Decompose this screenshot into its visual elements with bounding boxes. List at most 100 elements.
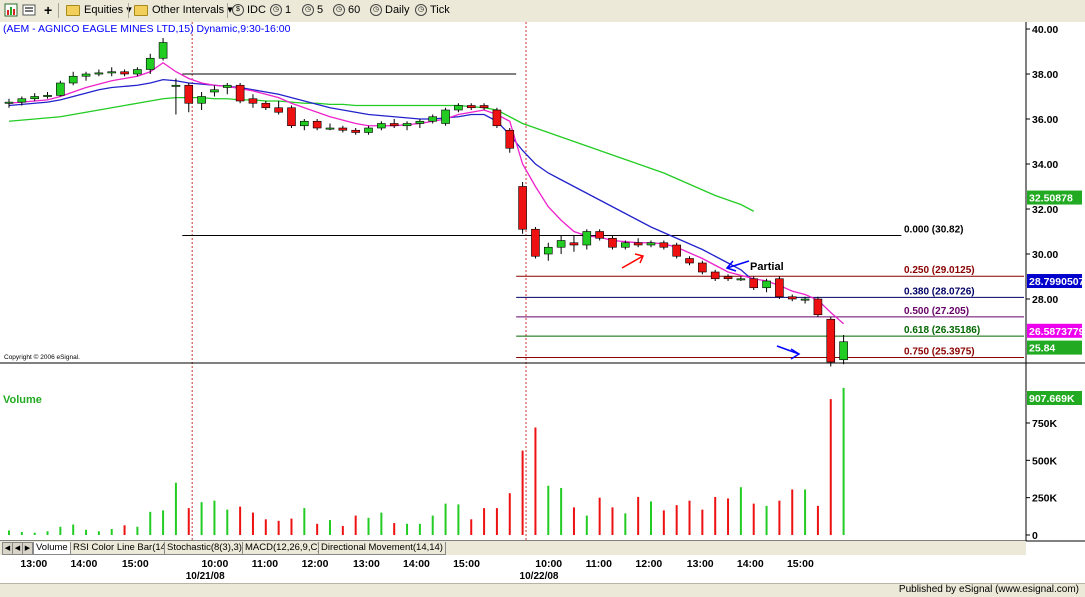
tab-directional-movement[interactable]: Directional Movement(14,14) (318, 542, 446, 555)
date-separators (191, 22, 527, 541)
tab-rsi-color-line-bar[interactable]: RSI Color Line Bar(14) (70, 542, 173, 555)
candle (312, 119, 322, 131)
candle (43, 92, 52, 99)
date-label: 10/21/08 (186, 571, 225, 582)
price-tick-label: 28.00 (1032, 294, 1058, 306)
blue-arrow-bottom (776, 345, 801, 360)
copyright-text: Copyright © 2006 eSignal. (4, 353, 80, 361)
time-tick-label: 10:00 (535, 558, 562, 570)
reference-lines (182, 73, 902, 237)
volume-tick-label: 500K (1032, 455, 1058, 467)
clock-icon: ◷ (370, 4, 382, 17)
tab-stochastic[interactable]: Stochastic(8(3),3) (164, 542, 245, 555)
price-tick-label: 40.00 (1032, 24, 1058, 36)
candle (582, 229, 592, 250)
price-tick-label: 36.00 (1032, 114, 1058, 126)
equities-menu[interactable]: Equities ▾ (66, 3, 132, 18)
green-moving-average (8, 96, 755, 212)
candle (4, 98, 14, 108)
candle (364, 125, 373, 135)
candle (800, 296, 810, 304)
candle (300, 119, 309, 131)
price-badges: 32.50878 28.7990507 26.5873779 25.84 907.669… (1027, 190, 1085, 405)
candle (775, 276, 784, 299)
interval-1-label: 1 (285, 4, 292, 16)
candle (595, 229, 604, 241)
time-tick-label: 13:00 (687, 558, 714, 570)
tab-volume[interactable]: Volume (33, 542, 71, 555)
tab-macd[interactable]: MACD(12,26,9,C) (242, 542, 324, 555)
clock-icon: ◷ (302, 4, 314, 17)
equities-label: Equities (84, 4, 124, 16)
next-tab-icon[interactable]: ▶ (22, 542, 33, 555)
candle (672, 242, 681, 259)
candle (454, 103, 463, 113)
add-icon[interactable]: + (44, 2, 53, 18)
candle (171, 78, 181, 115)
toolbar: + Equities ▾ Other Intervals ▾ $IDC ◷1 ◷… (0, 0, 1085, 23)
price-chart[interactable]: 0.000 (30.82) 0.250 (29.0125) 0.380 (28.07… (0, 22, 1085, 583)
candle (145, 53, 155, 74)
candle (56, 80, 65, 97)
fib-level-label: 0.250 (29.0125) (904, 265, 975, 276)
candlestick-series (4, 38, 848, 367)
candle (402, 121, 412, 131)
indicator-tabs-bar: ◀ ◀ ▶ Volume RSI Color Line Bar(14) Stoc… (0, 541, 1026, 555)
candle (68, 71, 78, 86)
volume-tick-label: 250K (1032, 493, 1058, 505)
price-axis: 40.00 38.00 36.00 34.00 32.00 30.00 28.00 (1026, 24, 1058, 306)
candle (428, 114, 438, 124)
price-tick-label: 38.00 (1032, 69, 1058, 81)
folder-icon (66, 4, 80, 16)
candle (30, 93, 39, 101)
other-intervals-label: Other Intervals (152, 4, 225, 16)
price-tick-label: 30.00 (1032, 249, 1058, 261)
candle (839, 335, 848, 365)
moving-averages (8, 61, 845, 325)
interval-1-button[interactable]: ◷ 1 (270, 3, 291, 18)
daily-button[interactable]: ◷ Daily (370, 3, 409, 18)
candle (389, 119, 399, 128)
idc-button[interactable]: $ IDC (232, 3, 266, 18)
published-by-text: Published by eSignal (www.esignal.com) (898, 584, 1079, 595)
candle (736, 276, 746, 281)
candle (646, 240, 656, 248)
last-value-badge: 32.50878 (1027, 190, 1082, 205)
chart-title: (AEM - AGNICO EAGLE MINES LTD,15) Dynami… (3, 23, 291, 35)
volume-axis: 750K 500K 250K 0 (1026, 418, 1058, 542)
interval-5-label: 5 (317, 4, 324, 16)
svg-text:28.7990507: 28.7990507 (1029, 276, 1085, 288)
fib-level-label: 0.500 (27.205) (904, 306, 969, 317)
candle (492, 107, 502, 128)
time-tick-label: 15:00 (453, 558, 480, 570)
interval-5-button[interactable]: ◷ 5 (302, 3, 323, 18)
candle (415, 119, 425, 128)
fib-level-label: 0.380 (28.0726) (904, 286, 975, 297)
candle (621, 240, 630, 250)
candle (120, 69, 129, 77)
volume-tick-label: 0 (1032, 530, 1038, 542)
blue-arrow-partial (725, 260, 750, 272)
candle (261, 101, 271, 110)
price-tick-label: 32.00 (1032, 204, 1058, 216)
chart-type-icon[interactable] (4, 3, 18, 18)
candle (287, 105, 296, 128)
svg-text:25.84: 25.84 (1029, 343, 1055, 355)
candle (518, 182, 527, 234)
volume-panel-label: Volume (3, 394, 42, 406)
candle (505, 128, 515, 153)
magenta-moving-average (8, 61, 845, 325)
time-tick-label: 11:00 (252, 558, 278, 570)
tick-button[interactable]: ◷ Tick (415, 3, 450, 18)
dropdown-arrow-icon: ▾ (227, 4, 233, 16)
interval-60-button[interactable]: ◷ 60 (333, 3, 360, 18)
date-label: 10/22/08 (520, 571, 559, 582)
settings-icon[interactable] (22, 3, 36, 18)
clock-icon: ◷ (415, 4, 427, 17)
volume-tick-label: 750K (1032, 418, 1058, 430)
candle (710, 269, 720, 281)
candle (685, 256, 694, 266)
chart-background (0, 22, 1085, 583)
fibonacci-levels: 0.000 (30.82) 0.250 (29.0125) 0.380 (28.07… (516, 225, 1024, 359)
other-intervals-menu[interactable]: Other Intervals ▾ (134, 3, 233, 18)
